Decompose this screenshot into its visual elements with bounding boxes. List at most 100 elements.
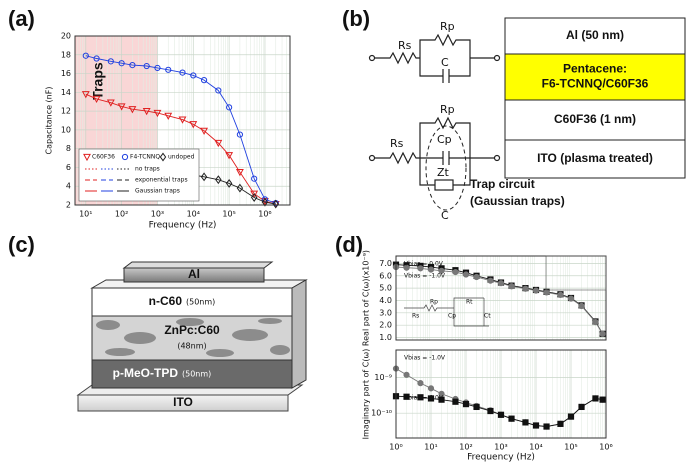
x-tick-label: 10⁶ — [258, 210, 271, 219]
data-point — [189, 121, 198, 129]
layer-box — [504, 53, 686, 101]
layer — [77, 394, 289, 412]
data-point — [497, 280, 505, 287]
x-tick-label: 10⁵ — [564, 443, 577, 452]
charts: 2 4 6 8 10 12 14 16 18 20 10¹ 10² 10³ 10⁴ 10⁵ 10⁶ Traps C… — [45, 32, 613, 462]
circuit-label: Rs — [398, 39, 412, 52]
layer-side — [291, 279, 307, 389]
data-point — [215, 87, 222, 94]
y-tick-label: 4 — [66, 182, 71, 191]
data-point — [508, 283, 515, 290]
data-point — [403, 393, 410, 400]
data-point — [117, 103, 126, 111]
data-point — [543, 289, 550, 296]
data-point — [473, 403, 480, 411]
circuit-bottom: Rs Rp Cp Zt C Trap circuit (Gaussian tra… — [368, 103, 565, 222]
data-point — [92, 95, 101, 104]
y-axis-label: Real part of C(ω)(x10⁻⁹) — [362, 250, 371, 346]
plot-frame — [74, 35, 291, 206]
data-point — [165, 66, 172, 73]
data-point — [235, 169, 244, 177]
data-point — [462, 401, 470, 408]
layer-text: Al (50 nm) — [566, 28, 624, 42]
data-point — [592, 395, 599, 402]
data-point — [427, 385, 435, 392]
inset-label: Rs — [412, 313, 419, 320]
y-axis-label: Imaginary part of C(ω) — [362, 349, 371, 440]
layer-box — [504, 99, 686, 141]
data-point — [226, 104, 233, 111]
legend-label: F4-TCNNQ — [130, 154, 160, 161]
inset-label: Ct — [484, 313, 491, 320]
y-axis-label: Capacitance (nF) — [45, 87, 54, 155]
layer-stack-b: Al (50 nm) Pentacene:F6-TCNNQ/C60F36 C60F3… — [504, 17, 686, 179]
data-point — [599, 330, 606, 337]
x-axis-label: Frequency (Hz) — [467, 453, 535, 462]
data-point — [272, 199, 279, 209]
legend-label: Vbias = -1.0V — [404, 355, 446, 362]
circuit-top: Rs Rp C — [368, 20, 501, 83]
x-tick-label: 10⁶ — [599, 443, 612, 452]
circuit-label: Rp — [440, 103, 455, 116]
circuit-label: Rp — [440, 20, 455, 33]
x-tick-label: 10¹ — [424, 443, 437, 452]
data-point — [142, 108, 151, 116]
series-line — [85, 55, 276, 204]
y-tick-label: 20 — [61, 32, 71, 41]
layer-top — [122, 261, 274, 269]
layer-thickness: (50nm) — [182, 370, 211, 379]
data-point — [153, 109, 162, 118]
series-line — [85, 93, 276, 205]
data-point — [81, 91, 90, 99]
y-tick-label: 10 — [61, 125, 71, 134]
data-point — [106, 99, 115, 107]
trap-element — [434, 179, 454, 191]
y-tick-label: 1.0 — [379, 333, 392, 342]
data-point — [567, 413, 575, 420]
circuit-label: C — [441, 56, 449, 69]
data-point — [462, 271, 470, 278]
legend-marker — [83, 153, 91, 162]
terminal — [493, 154, 501, 162]
data-point — [567, 295, 575, 302]
data-point — [578, 403, 585, 411]
data-point — [271, 200, 280, 209]
layer-thickness: (50nm) — [186, 298, 215, 307]
data-point — [543, 423, 550, 430]
device-stack: Al n-C60 (50nm) ZnPc:C60 (48nm) p-MeO-TP… — [76, 261, 308, 412]
layer-name: Al — [188, 267, 200, 281]
plot-frame — [395, 255, 607, 341]
panel-label: (d) — [335, 232, 363, 257]
data-point — [487, 277, 494, 284]
inset-label: Rt — [466, 299, 473, 306]
data-point — [417, 380, 424, 387]
data-point — [164, 112, 173, 120]
chart: 2 4 6 8 10 12 14 16 18 20 10¹ 10² 10³ 10⁴ 10⁵ 10⁶ Traps C… — [45, 32, 291, 231]
data-point — [179, 69, 186, 76]
y-tick-label: 2.0 — [379, 321, 392, 330]
terminal — [493, 54, 501, 62]
data-point — [522, 419, 529, 426]
legend-label: exponential traps — [135, 177, 188, 184]
y-tick-label: 7.0 — [379, 259, 392, 268]
trap-outline — [425, 125, 467, 211]
panel-label: (a) — [8, 6, 35, 31]
data-point — [118, 60, 125, 67]
layer-thickness: (48nm) — [177, 342, 206, 351]
legend-label: no traps — [135, 166, 160, 173]
x-tick-label: 10⁰ — [389, 443, 402, 452]
blend-texture — [96, 318, 290, 357]
data-point — [261, 197, 269, 207]
data-point — [417, 265, 424, 272]
data-point — [129, 62, 136, 69]
layer-text: Pentacene: — [563, 62, 627, 76]
data-point — [438, 396, 445, 403]
y-tick-label: 12 — [61, 107, 71, 116]
wire — [375, 33, 495, 83]
inset-frame — [545, 255, 607, 291]
layer-text: F6-TCNNQ/C60F36 — [542, 77, 649, 91]
data-point — [557, 291, 564, 299]
layer-name: ITO — [173, 395, 193, 409]
data-point — [251, 175, 258, 182]
trap-label: Trap circuit — [470, 177, 535, 191]
